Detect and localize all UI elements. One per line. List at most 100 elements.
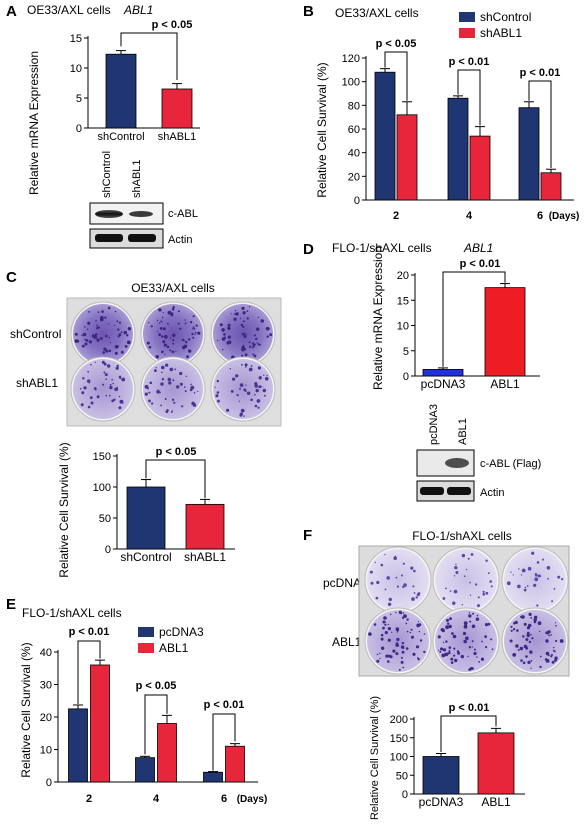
panel-c-plate-colony: [84, 342, 88, 346]
panel-c-plate-colony: [102, 351, 105, 354]
panel-c-plate-colony: [184, 319, 186, 321]
panel-c-plate-colony: [221, 348, 224, 351]
panel-c-plate-colony: [239, 413, 243, 417]
panel-a-pvalue: p < 0.05: [152, 19, 193, 31]
panel-f-plate-colony: [389, 613, 392, 616]
panel-c-plate-colony: [172, 305, 175, 309]
panel-c-plate-colony: [253, 334, 256, 337]
panel-c-plate-colony: [94, 333, 97, 336]
panel-b-bar: [469, 135, 491, 201]
panel-c-plate-colony: [161, 371, 163, 374]
panel-f-plate-colony: [522, 635, 525, 638]
panel-f-plate-colony: [464, 621, 468, 625]
panel-c-plate-colony: [219, 323, 223, 327]
panel-c-plate-colony: [163, 334, 168, 339]
panel-f-plate-colony: [384, 588, 387, 591]
panel-f-plate-colony: [469, 594, 472, 596]
panel-f-plate-colony: [396, 628, 399, 632]
panel-f-plate-colony: [393, 556, 398, 560]
panel-a-band: [95, 210, 123, 218]
panel-c-plate-colony: [87, 370, 90, 373]
panel-b-pvalue-3: p < 0.01: [520, 67, 561, 79]
panel-c-plate-colony: [162, 312, 164, 314]
panel-c-xtick-1: shControl: [120, 550, 171, 564]
panel-f-plate-colony: [482, 590, 485, 593]
panel-c-plate-colony: [256, 327, 260, 331]
panel-f-plate-colony: [534, 574, 538, 577]
panel-c-plate-dish-fill: [73, 359, 133, 419]
panel-c-plate-colony: [256, 342, 258, 344]
panel-c-plate-colony: [229, 368, 231, 370]
panel-c-plate-colony: [238, 400, 240, 402]
panel-c-plate-colony: [192, 403, 197, 407]
panel-c-plate-colony: [172, 379, 175, 382]
panel-c-plate-colony: [230, 313, 232, 315]
panel-c-plate-colony: [266, 335, 269, 338]
panel-c-plate-colony: [148, 399, 151, 403]
panel-f-plate-colony: [383, 616, 387, 620]
panel-c-plate-colony: [96, 324, 98, 327]
panel-f-ytick-label: 50: [396, 770, 408, 782]
legend-swatch-shcontrol: [459, 12, 475, 22]
panel-f-plate-colony: [415, 596, 418, 599]
panel-c-plate-colony: [111, 399, 115, 403]
panel-f-plate-colony: [401, 574, 403, 577]
panel-c-plate-colony: [252, 353, 255, 356]
panel-f-axes: 0 50 100 150 200: [390, 714, 525, 801]
panel-f-plate-colony: [453, 575, 456, 577]
panel-c-plate-colony: [100, 337, 103, 340]
panel-c-plate-colony: [216, 391, 220, 394]
panel-f-plate-colony: [400, 660, 404, 664]
panel-f-plate-colony: [481, 640, 483, 643]
panel-c-plate-colony: [87, 405, 91, 409]
panel-c-plate-colony: [159, 391, 161, 394]
panel-c: C OE33/AXL cells shControl shABL1 Relati…: [6, 269, 282, 578]
panel-c-plate-colony: [243, 332, 246, 335]
panel-c-plate-colony: [226, 341, 230, 345]
panel-c-plate-dish-fill: [143, 359, 203, 419]
panel-c-plate-colony: [239, 317, 242, 319]
panel-c-plate-colony: [181, 405, 184, 408]
panel-c-plate-colony: [157, 389, 159, 391]
panel-c-plate-colony: [241, 364, 243, 366]
panel-f-plate-colony: [415, 645, 420, 649]
panel-c-plate-colony: [194, 333, 196, 336]
panel-c-plate-colony: [242, 344, 245, 347]
panel-c-plate-colony: [236, 394, 239, 397]
panel-f-plate-colony: [452, 601, 456, 605]
panel-c-bar: [185, 503, 225, 550]
panel-c-plate-colony: [161, 378, 165, 381]
panel-f-plate-colony: [396, 631, 399, 633]
panel-f-plate-colony: [370, 581, 374, 585]
panel-c-plate-colony: [246, 391, 251, 395]
panel-c-plate-dish-fill: [213, 359, 273, 419]
panel-c-plate-colony: [227, 326, 231, 330]
panel-f-plate-colony: [395, 642, 398, 645]
panel-d-blot-label-1: c-ABL (Flag): [480, 458, 541, 470]
panel-f-plate-colony: [523, 588, 527, 592]
panel-f-plate-colony: [468, 646, 472, 649]
panel-f-plate-colony: [491, 648, 494, 651]
panel-e-axes: 0 10 20 30 40 2 4 6 (Days): [40, 640, 267, 805]
panel-c-plate-colony: [185, 375, 187, 377]
panel-c-plate-colony: [235, 374, 239, 378]
panel-c-plate-colony: [84, 326, 86, 328]
panel-c-plate-colony: [155, 355, 159, 359]
panel-b-xtick-label: 4: [466, 210, 473, 222]
panel-c-plates: [70, 301, 276, 422]
panel-c-plate-colony: [265, 326, 270, 331]
panel-c-plate-colony: [241, 306, 245, 310]
panel-f-plate-colony: [380, 637, 384, 641]
panel-a-xtick-1: shControl: [97, 131, 144, 143]
panel-e-ytick-label: 0: [46, 777, 52, 789]
panel-d-pvalue: p < 0.01: [460, 258, 501, 270]
panel-c-plate-colony: [227, 323, 231, 327]
panel-c-plate-colony: [116, 320, 119, 323]
panel-c-plate-colony: [156, 390, 160, 394]
panel-f-plate-colony: [395, 643, 400, 647]
panel-f-plate-colony: [550, 634, 552, 636]
panel-f-plate-colony: [554, 650, 556, 653]
panel-f-plate-colony: [445, 587, 447, 590]
panel-c-plate-colony: [216, 379, 219, 383]
panel-c-plate-colony: [171, 398, 175, 401]
